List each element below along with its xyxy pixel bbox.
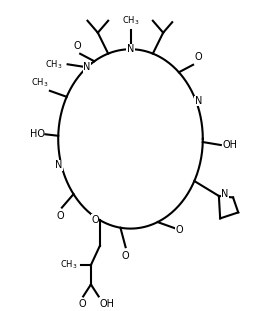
Text: N: N — [221, 188, 228, 199]
Text: N: N — [195, 96, 202, 106]
Text: N: N — [55, 160, 62, 170]
Text: O: O — [194, 52, 202, 62]
Text: O: O — [91, 215, 99, 225]
Text: O: O — [57, 211, 64, 220]
Text: CH$_3$: CH$_3$ — [61, 259, 78, 271]
Text: N: N — [127, 44, 134, 54]
Text: N: N — [83, 62, 91, 72]
Text: CH$_3$: CH$_3$ — [45, 58, 62, 71]
Text: O: O — [122, 251, 129, 261]
Text: O: O — [176, 225, 183, 234]
Text: O: O — [74, 41, 81, 51]
Text: CH$_3$: CH$_3$ — [31, 77, 49, 89]
Text: OH: OH — [100, 299, 115, 309]
Text: O: O — [78, 299, 86, 309]
Text: CH$_3$: CH$_3$ — [122, 14, 139, 27]
Text: OH: OH — [222, 140, 237, 150]
Text: HO: HO — [30, 129, 45, 139]
